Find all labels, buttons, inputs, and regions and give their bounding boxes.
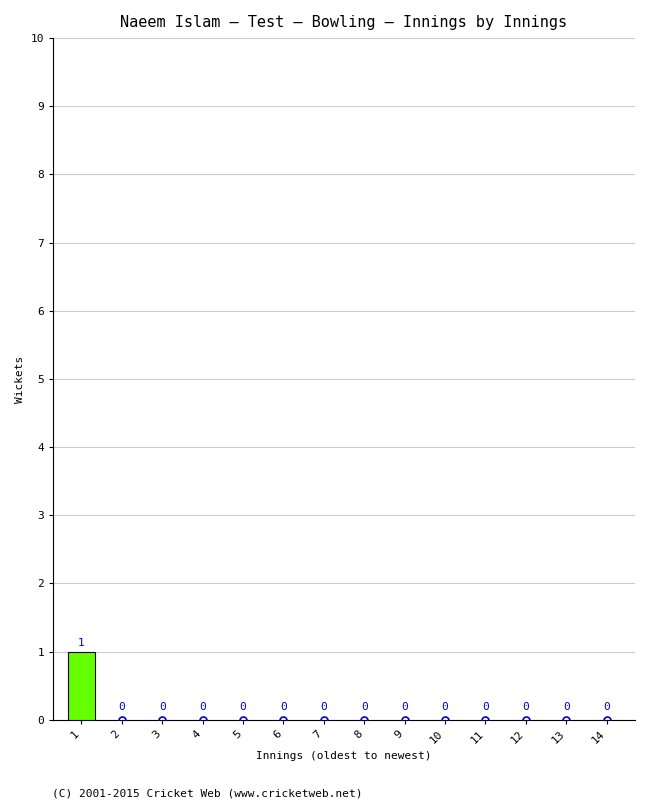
Text: 0: 0 [159, 702, 166, 712]
X-axis label: Innings (oldest to newest): Innings (oldest to newest) [256, 751, 432, 761]
Text: 0: 0 [401, 702, 408, 712]
Text: 0: 0 [118, 702, 125, 712]
Text: 0: 0 [482, 702, 489, 712]
Text: 0: 0 [523, 702, 529, 712]
Y-axis label: Wickets: Wickets [15, 355, 25, 402]
Bar [68, 652, 94, 720]
Text: 0: 0 [603, 702, 610, 712]
Text: 0: 0 [200, 702, 206, 712]
Title: Naeem Islam – Test – Bowling – Innings by Innings: Naeem Islam – Test – Bowling – Innings b… [120, 15, 567, 30]
Text: 0: 0 [563, 702, 569, 712]
Text: 0: 0 [442, 702, 448, 712]
Text: (C) 2001-2015 Cricket Web (www.cricketweb.net): (C) 2001-2015 Cricket Web (www.cricketwe… [52, 788, 363, 798]
Text: 1: 1 [78, 638, 84, 647]
Text: 0: 0 [240, 702, 246, 712]
Text: 0: 0 [280, 702, 287, 712]
Text: 0: 0 [320, 702, 327, 712]
Text: 0: 0 [361, 702, 368, 712]
